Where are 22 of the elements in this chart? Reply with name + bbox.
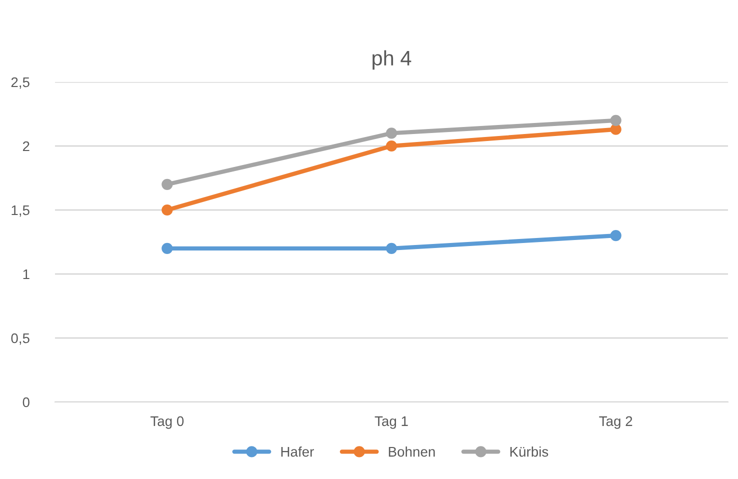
y-tick-label: 1: [23, 269, 30, 280]
y-tick-label: 0,5: [11, 333, 30, 345]
point: [386, 140, 398, 152]
x-tick-label: Tag 0: [150, 416, 184, 429]
chart-title: ph 4: [372, 50, 412, 70]
point: [386, 242, 398, 254]
point: [386, 128, 398, 139]
point: [162, 204, 173, 216]
point: [162, 178, 173, 190]
y-tick-label: 2: [22, 141, 30, 152]
x-tick-label: Tag 2: [599, 416, 632, 429]
point: [162, 242, 173, 254]
point: [610, 114, 622, 126]
legend-label: Bohnen: [388, 446, 435, 457]
legend-label: Kürbis: [510, 446, 548, 457]
x-tick-label: Tag 1: [374, 416, 408, 429]
point: [610, 230, 622, 242]
y-tick-label: 0: [22, 397, 30, 408]
legend-label: Hafer: [281, 446, 314, 457]
point: [610, 124, 622, 135]
y-tick-label: 2,5: [11, 77, 30, 89]
y-tick-label: 1,5: [12, 205, 30, 217]
